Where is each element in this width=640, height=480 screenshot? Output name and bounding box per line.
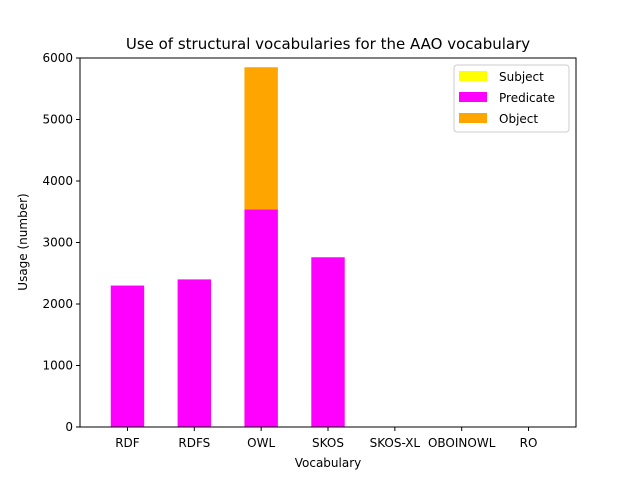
y-tick-label: 2000 bbox=[42, 297, 73, 311]
x-tick-label: OBOINOWL bbox=[428, 436, 496, 450]
x-tick-label: SKOS-XL bbox=[370, 436, 421, 450]
legend: Subject Predicate Object bbox=[453, 64, 570, 133]
bar-predicate-rdfs bbox=[177, 279, 212, 427]
legend-swatch bbox=[459, 92, 487, 102]
x-axis-label: Vocabulary bbox=[295, 456, 362, 470]
x-tick-label: RDFS bbox=[178, 436, 210, 450]
y-tick-label: 0 bbox=[65, 420, 73, 434]
y-tick-label: 3000 bbox=[42, 236, 73, 250]
y-tick-label: 6000 bbox=[42, 51, 73, 65]
bar-predicate-owl bbox=[244, 209, 278, 427]
x-tick-label: SKOS bbox=[312, 436, 344, 450]
legend-label: Object bbox=[499, 112, 538, 126]
legend-swatch bbox=[459, 71, 487, 81]
x-tick-label: RDF bbox=[115, 436, 140, 450]
x-axis: RDF RDFS OWL SKOS SKOS-XL OBOINOWL RO bbox=[115, 427, 537, 450]
y-tick-label: 5000 bbox=[42, 113, 73, 127]
legend-label: Subject bbox=[499, 70, 544, 84]
bar-object-owl bbox=[244, 67, 278, 210]
y-axis: 0 1000 2000 3000 4000 5000 6000 bbox=[42, 51, 80, 434]
x-tick-label: RO bbox=[520, 436, 538, 450]
legend-swatch bbox=[459, 113, 487, 123]
y-tick-label: 1000 bbox=[42, 359, 73, 373]
x-tick-label: OWL bbox=[247, 436, 275, 450]
y-axis-label: Usage (number) bbox=[16, 193, 30, 290]
chart-title: Use of structural vocabularies for the A… bbox=[126, 35, 530, 53]
bar-predicate-rdf bbox=[110, 285, 145, 427]
legend-label: Predicate bbox=[499, 91, 555, 105]
bar-predicate-skos bbox=[311, 257, 345, 427]
bars bbox=[110, 67, 345, 427]
y-tick-label: 4000 bbox=[42, 174, 73, 188]
